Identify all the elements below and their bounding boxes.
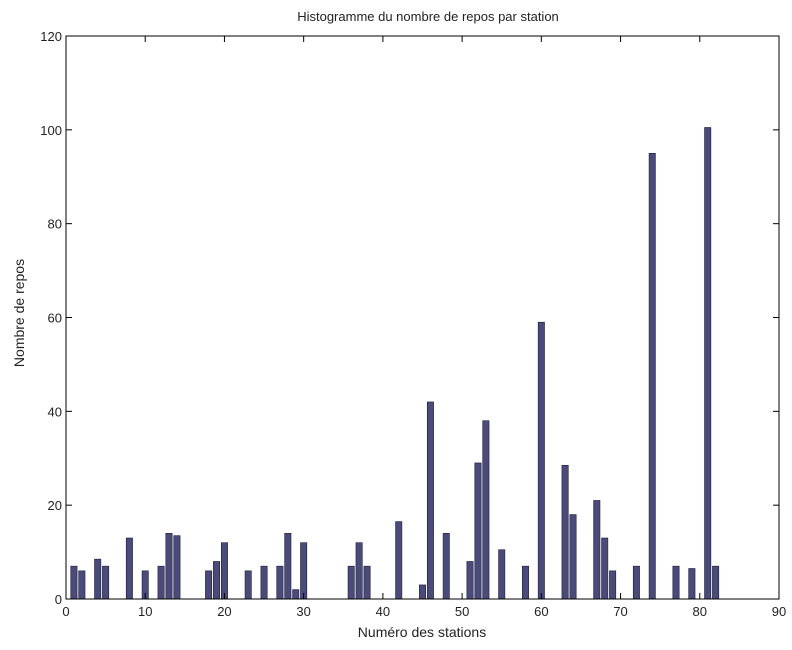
y-axis-label: Nombre de repos xyxy=(11,259,27,367)
bar xyxy=(284,533,292,600)
bar xyxy=(355,542,363,600)
x-tick-label: 0 xyxy=(62,604,69,619)
x-tick-label: 80 xyxy=(693,604,707,619)
bar xyxy=(648,152,656,600)
y-tick-label: 60 xyxy=(48,311,62,326)
bar xyxy=(672,565,680,600)
x-tick-label: 10 xyxy=(138,604,152,619)
y-tick-label: 40 xyxy=(48,404,62,419)
x-axis-label: Numéro des stations xyxy=(358,624,486,640)
bar xyxy=(522,565,529,600)
x-tick-label: 40 xyxy=(376,604,390,619)
bar xyxy=(244,570,252,600)
bar xyxy=(569,514,577,600)
x-tick-label: 30 xyxy=(296,604,310,619)
x-tick-label: 20 xyxy=(217,604,231,619)
y-tick-label: 0 xyxy=(55,592,62,607)
bar xyxy=(561,464,569,600)
bar xyxy=(442,533,450,600)
bar xyxy=(474,462,482,600)
bar xyxy=(601,537,609,600)
chart-title: Histogramme du nombre de repos par stati… xyxy=(297,9,559,24)
bar xyxy=(593,500,601,600)
bar xyxy=(466,561,474,600)
bar xyxy=(260,565,268,600)
bar xyxy=(125,537,133,600)
bar xyxy=(300,542,308,600)
bar xyxy=(78,570,86,600)
bar xyxy=(363,565,371,600)
y-tick-label: 20 xyxy=(48,498,62,513)
x-tick-label: 60 xyxy=(534,604,548,619)
x-axis-ticks: 0 10 20 30 40 50 60 70 80 90 xyxy=(62,36,786,619)
y-tick-label: 120 xyxy=(40,29,62,44)
bar xyxy=(292,589,300,600)
bar xyxy=(157,565,165,600)
x-tick-label: 50 xyxy=(455,604,469,619)
bar xyxy=(537,321,545,600)
y-tick-label: 80 xyxy=(48,217,62,232)
bar xyxy=(205,570,213,600)
bar xyxy=(395,521,403,600)
bar xyxy=(704,127,712,600)
bar xyxy=(632,565,640,600)
bar xyxy=(220,542,228,600)
bar xyxy=(276,565,284,600)
bar xyxy=(609,570,617,600)
bar xyxy=(426,401,434,600)
bar xyxy=(482,420,490,600)
bar xyxy=(70,565,78,600)
bar xyxy=(419,584,426,600)
bar xyxy=(94,558,102,600)
bar xyxy=(688,568,696,600)
bar xyxy=(498,549,506,600)
bar xyxy=(712,565,720,600)
y-axis-ticks: 0 20 40 60 80 100 120 xyxy=(40,29,779,607)
bar xyxy=(213,561,220,600)
x-tick-label: 70 xyxy=(613,604,627,619)
plot-frame xyxy=(65,35,780,600)
x-tick-label: 90 xyxy=(772,604,786,619)
bar xyxy=(102,565,110,600)
bars-group xyxy=(70,127,720,600)
bar xyxy=(165,533,173,600)
bar xyxy=(347,565,355,600)
y-tick-label: 100 xyxy=(40,123,62,138)
bar xyxy=(173,535,181,600)
